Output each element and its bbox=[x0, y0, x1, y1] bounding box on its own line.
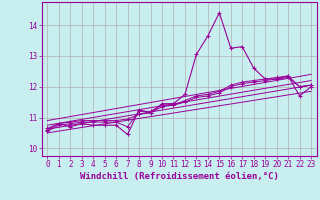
X-axis label: Windchill (Refroidissement éolien,°C): Windchill (Refroidissement éolien,°C) bbox=[80, 172, 279, 181]
